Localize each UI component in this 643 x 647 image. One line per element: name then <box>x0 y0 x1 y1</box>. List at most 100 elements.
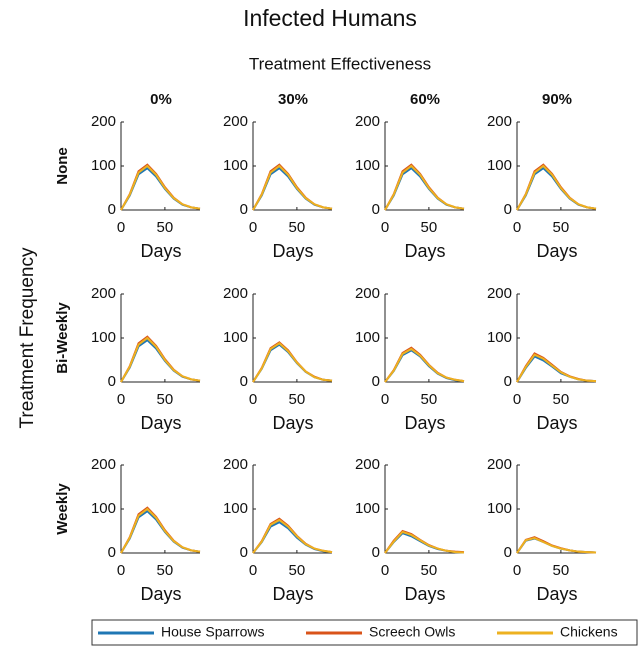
series-line <box>120 507 201 554</box>
y-axis-label: Bi-Weekly <box>54 302 71 374</box>
x-axis-label: Days <box>140 241 181 261</box>
x-tick-label: 0 <box>117 219 125 236</box>
series-line <box>252 164 333 211</box>
y-tick-label: 100 <box>487 329 512 346</box>
y-tick-label: 100 <box>223 329 248 346</box>
series-line <box>384 530 465 554</box>
row-axis-title: Treatment Frequency <box>17 247 38 428</box>
y-axis-label: None <box>54 147 71 185</box>
y-tick-label: 0 <box>108 373 116 390</box>
x-tick-label: 50 <box>289 219 306 236</box>
x-axis-label: Days <box>272 584 313 604</box>
panel-title: 0% <box>150 91 172 108</box>
y-tick-label: 100 <box>355 500 380 517</box>
series-line <box>252 342 333 383</box>
y-tick-label: 200 <box>487 285 512 302</box>
panel-title: 30% <box>278 91 308 108</box>
x-tick-label: 50 <box>421 562 438 579</box>
y-tick-label: 100 <box>487 500 512 517</box>
y-tick-label: 100 <box>355 329 380 346</box>
x-tick-label: 0 <box>381 219 389 236</box>
x-tick-label: 50 <box>553 562 570 579</box>
x-axis-label: Days <box>140 413 181 433</box>
y-tick-label: 0 <box>240 544 248 561</box>
y-tick-label: 200 <box>223 456 248 473</box>
y-tick-label: 200 <box>355 113 380 130</box>
x-axis-label: Days <box>404 413 445 433</box>
y-tick-label: 200 <box>355 456 380 473</box>
x-axis-label: Days <box>140 584 181 604</box>
figure-title: Infected Humans <box>243 5 417 31</box>
series-line <box>120 164 201 211</box>
y-tick-label: 0 <box>240 201 248 218</box>
x-tick-label: 50 <box>553 391 570 408</box>
x-axis-label: Days <box>536 413 577 433</box>
x-tick-label: 0 <box>117 562 125 579</box>
x-tick-label: 50 <box>157 562 174 579</box>
legend-label: Screech Owls <box>369 624 455 640</box>
x-tick-label: 0 <box>249 219 257 236</box>
legend-label: House Sparrows <box>161 624 265 640</box>
x-tick-label: 50 <box>289 391 306 408</box>
series-line <box>516 536 597 554</box>
x-tick-label: 50 <box>157 219 174 236</box>
y-tick-label: 0 <box>240 373 248 390</box>
y-tick-label: 200 <box>355 285 380 302</box>
y-tick-label: 0 <box>108 544 116 561</box>
series-line <box>516 537 597 554</box>
y-tick-label: 200 <box>91 113 116 130</box>
x-axis-label: Days <box>272 241 313 261</box>
series-line <box>516 164 597 211</box>
y-tick-label: 100 <box>355 157 380 174</box>
y-tick-label: 0 <box>372 201 380 218</box>
x-tick-label: 50 <box>553 219 570 236</box>
y-tick-label: 200 <box>223 285 248 302</box>
x-tick-label: 0 <box>381 391 389 408</box>
x-tick-label: 50 <box>157 391 174 408</box>
x-axis-label: Days <box>272 413 313 433</box>
y-tick-label: 100 <box>223 157 248 174</box>
x-tick-label: 0 <box>513 562 521 579</box>
panel-title: 90% <box>542 91 572 108</box>
x-tick-label: 0 <box>513 219 521 236</box>
x-tick-label: 50 <box>421 391 438 408</box>
y-tick-label: 0 <box>504 544 512 561</box>
series-line <box>516 352 597 383</box>
legend-label: Chickens <box>560 624 618 640</box>
series-line <box>252 518 333 554</box>
panel-title: 60% <box>410 91 440 108</box>
y-tick-label: 200 <box>91 285 116 302</box>
series-line <box>384 164 465 211</box>
series-line <box>384 347 465 383</box>
x-tick-label: 0 <box>249 391 257 408</box>
x-axis-label: Days <box>404 584 445 604</box>
y-tick-label: 100 <box>91 157 116 174</box>
x-axis-label: Days <box>536 241 577 261</box>
x-tick-label: 0 <box>513 391 521 408</box>
x-axis-label: Days <box>404 241 445 261</box>
series-line <box>516 353 597 383</box>
x-tick-label: 0 <box>249 562 257 579</box>
y-tick-label: 200 <box>91 456 116 473</box>
x-axis-label: Days <box>536 584 577 604</box>
y-tick-label: 0 <box>504 373 512 390</box>
y-tick-label: 100 <box>223 500 248 517</box>
y-tick-label: 200 <box>487 456 512 473</box>
x-tick-label: 50 <box>289 562 306 579</box>
y-tick-label: 200 <box>487 113 512 130</box>
x-tick-label: 0 <box>117 391 125 408</box>
series-line <box>120 336 201 383</box>
y-tick-label: 0 <box>372 373 380 390</box>
x-tick-label: 50 <box>421 219 438 236</box>
y-tick-label: 200 <box>223 113 248 130</box>
y-tick-label: 100 <box>91 329 116 346</box>
y-tick-label: 0 <box>372 544 380 561</box>
y-tick-label: 100 <box>91 500 116 517</box>
figure-subtitle: Treatment Effectiveness <box>249 54 431 73</box>
y-tick-label: 0 <box>504 201 512 218</box>
y-tick-label: 100 <box>487 157 512 174</box>
x-tick-label: 0 <box>381 562 389 579</box>
y-axis-label: Weekly <box>54 483 71 535</box>
